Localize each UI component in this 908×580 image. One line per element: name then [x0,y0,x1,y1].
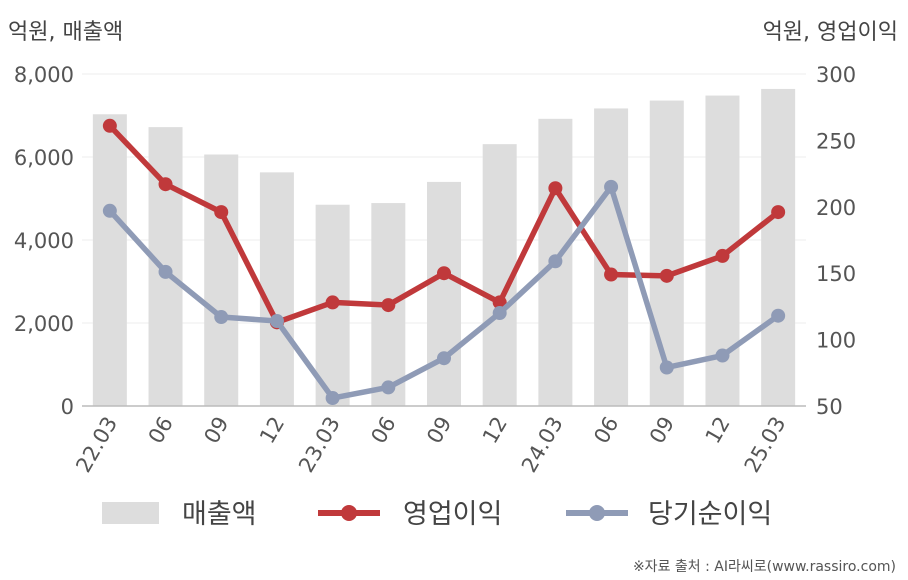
right-tick-label: 150 [816,262,856,286]
x-axis-ticks: 22.03 06 09 12 23.03 06 09 12 24.03 06 09 12 25.03 [71,413,790,477]
right-tick-label: 50 [816,395,843,419]
point-1-4 [325,391,340,406]
bar-09 [649,100,684,406]
point-1-2 [214,310,229,325]
point-1-5 [381,380,396,395]
point-1-11 [715,348,730,363]
point-0-1 [158,177,173,192]
left-axis-ticks: 0 2,000 4,000 6,000 8,000 [14,63,74,419]
x-tick-label: 12 [478,413,512,448]
line-series [102,118,786,406]
legend-swatch-marker-2 [589,505,605,521]
legend: 매출액 영업이익 당기순이익 [102,499,772,530]
left-tick-label: 0 [61,395,74,419]
x-tick-label: 25.03 [740,413,791,477]
point-1-1 [158,264,173,279]
legend-swatch-marker-1 [341,505,357,521]
bar-25.03 [761,88,796,406]
x-tick-label: 09 [199,413,233,448]
bar-09 [427,181,461,406]
x-tick-label: 22.03 [71,413,122,477]
x-tick-label: 12 [701,413,735,448]
bar-12 [259,172,294,406]
right-axis-ticks: 50 100 150 200 250 300 [816,63,856,419]
point-0-11 [715,248,730,263]
right-axis-unit: 억원, 영업이익 [762,20,898,45]
bar-22.03 [92,114,127,406]
x-tick-label: 23.03 [294,413,345,477]
left-tick-label: 6,000 [14,146,74,170]
left-tick-label: 4,000 [14,229,74,253]
point-1-10 [659,360,674,375]
right-tick-label: 300 [816,63,856,87]
legend-swatch-bar [102,502,159,524]
point-0-9 [604,267,619,282]
point-1-12 [771,308,786,323]
point-1-3 [269,314,284,329]
point-0-8 [548,181,563,196]
point-0-4 [325,295,340,310]
point-0-6 [437,266,451,281]
x-tick-label: 06 [366,413,400,448]
point-1-6 [437,351,451,366]
x-tick-label: 09 [422,413,456,448]
x-tick-label: 09 [645,413,679,448]
point-1-7 [492,306,507,321]
bar-09 [204,154,239,406]
right-tick-label: 200 [816,196,856,220]
point-0-0 [102,118,117,133]
point-0-2 [214,205,229,220]
left-tick-label: 8,000 [14,63,74,87]
point-0-7 [492,295,507,310]
legend-label-1: 영업이익 [403,499,502,530]
source-note: ※자료 출처 : AI라씨로(www.rassiro.com) [632,559,896,575]
right-tick-label: 250 [816,129,856,153]
point-1-0 [102,203,117,218]
left-tick-label: 2,000 [14,312,74,336]
x-tick-label: 24.03 [517,413,568,477]
right-tick-label: 100 [816,329,856,353]
left-axis-unit: 억원, 매출액 [8,20,124,45]
point-0-10 [659,268,674,283]
legend-label-2: 당기순이익 [648,499,772,530]
point-1-8 [548,254,563,269]
x-tick-label: 06 [589,413,623,448]
point-0-12 [771,205,786,220]
x-tick-label: 06 [144,413,178,448]
point-0-5 [381,298,396,313]
point-1-9 [604,179,619,194]
x-tick-label: 12 [255,413,289,448]
legend-label-0: 매출액 [182,499,257,530]
